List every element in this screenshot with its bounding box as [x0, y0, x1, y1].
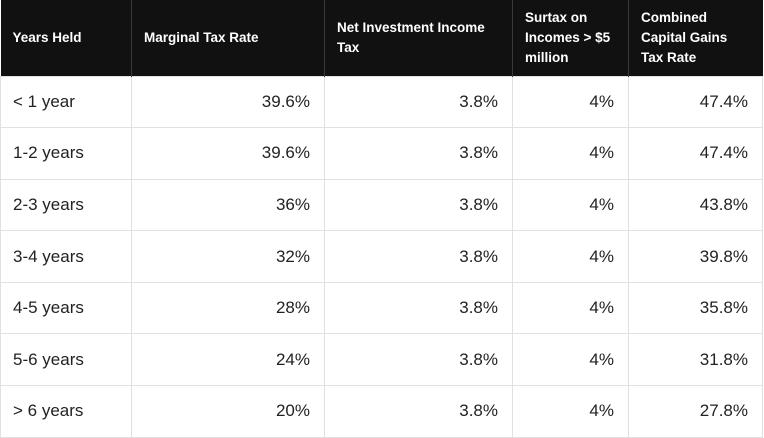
cell-combined-rate: 31.8% [628, 333, 763, 387]
cell-surtax: 4% [512, 385, 629, 438]
cell-marginal-rate: 20% [131, 385, 325, 438]
cell-surtax: 4% [512, 281, 629, 335]
cell-marginal-rate: 28% [131, 281, 325, 335]
cell-niit: 3.8% [324, 230, 513, 283]
table-row: 5-6 years 24% 3.8% 4% 31.8% [0, 333, 763, 387]
cell-surtax: 4% [512, 127, 629, 180]
cell-years-held: 5-6 years [0, 333, 132, 387]
cell-combined-rate: 35.8% [628, 281, 763, 335]
cell-marginal-rate: 24% [131, 333, 325, 387]
cell-years-held: 1-2 years [0, 127, 132, 180]
table-row: < 1 year 39.6% 3.8% 4% 47.4% [0, 75, 763, 129]
cell-marginal-rate: 36% [131, 178, 325, 232]
cell-marginal-rate: 39.6% [131, 127, 325, 180]
cell-surtax: 4% [512, 75, 629, 129]
table-header: Years Held Marginal Tax Rate Net Investm… [0, 0, 763, 76]
cell-years-held: 4-5 years [0, 281, 132, 335]
cell-years-held: > 6 years [0, 385, 132, 438]
cell-marginal-rate: 32% [131, 230, 325, 283]
header-surtax: Surtax on Incomes > $5 million [512, 0, 629, 76]
cell-combined-rate: 43.8% [628, 178, 763, 232]
cell-combined-rate: 47.4% [628, 127, 763, 180]
cell-years-held: 2-3 years [0, 178, 132, 232]
cell-surtax: 4% [512, 333, 629, 387]
cell-niit: 3.8% [324, 333, 513, 387]
cell-combined-rate: 27.8% [628, 385, 763, 438]
cell-years-held: 3-4 years [0, 230, 132, 283]
cell-years-held: < 1 year [0, 75, 132, 129]
cell-surtax: 4% [512, 230, 629, 283]
cell-surtax: 4% [512, 178, 629, 232]
header-row: Years Held Marginal Tax Rate Net Investm… [0, 0, 763, 76]
cell-marginal-rate: 39.6% [131, 75, 325, 129]
cell-niit: 3.8% [324, 127, 513, 180]
table-row: 2-3 years 36% 3.8% 4% 43.8% [0, 178, 763, 232]
header-net-investment-income-tax: Net Investment Income Tax [324, 0, 513, 76]
cell-niit: 3.8% [324, 178, 513, 232]
header-marginal-tax-rate: Marginal Tax Rate [131, 0, 325, 76]
table-row: 3-4 years 32% 3.8% 4% 39.8% [0, 230, 763, 283]
table-row: 4-5 years 28% 3.8% 4% 35.8% [0, 281, 763, 335]
header-years-held: Years Held [0, 0, 132, 76]
cell-niit: 3.8% [324, 385, 513, 438]
cell-combined-rate: 39.8% [628, 230, 763, 283]
cell-niit: 3.8% [324, 281, 513, 335]
table-row: > 6 years 20% 3.8% 4% 27.8% [0, 385, 763, 438]
cell-niit: 3.8% [324, 75, 513, 129]
table-body: < 1 year 39.6% 3.8% 4% 47.4% 1-2 years 3… [0, 75, 763, 438]
header-combined-rate: Combined Capital Gains Tax Rate [628, 0, 763, 76]
table-row: 1-2 years 39.6% 3.8% 4% 47.4% [0, 127, 763, 180]
cell-combined-rate: 47.4% [628, 75, 763, 129]
